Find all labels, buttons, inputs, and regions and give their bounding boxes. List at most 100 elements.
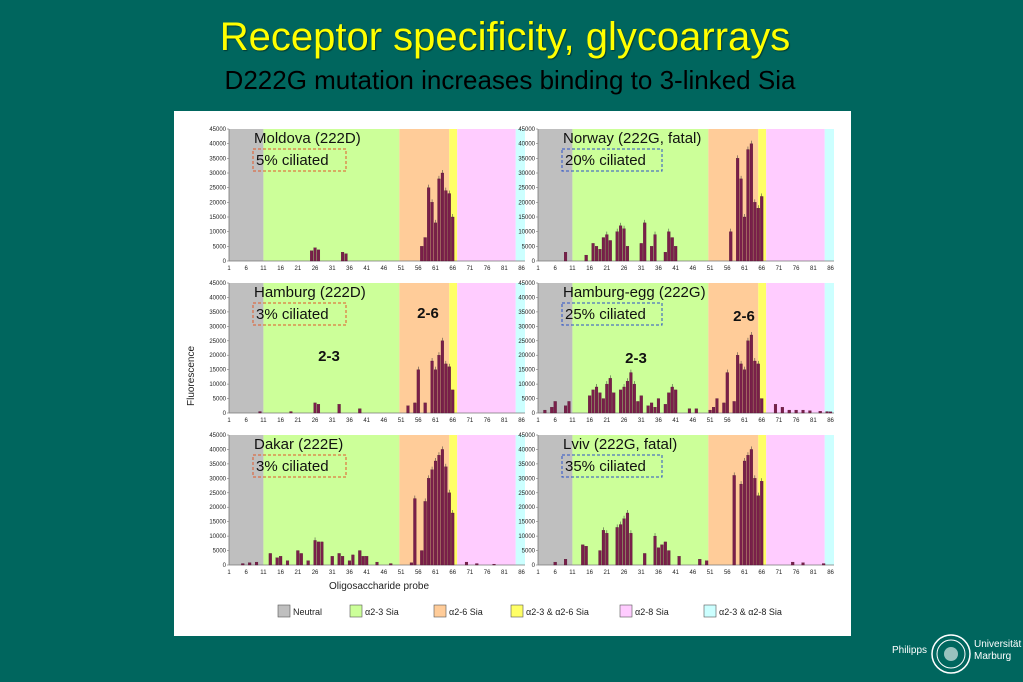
- x-axis-title: Oligosaccharide probe: [329, 581, 429, 592]
- region-band-4: [457, 129, 516, 261]
- x-tick-label: 31: [329, 418, 336, 424]
- region-band-5: [824, 435, 834, 565]
- bar: [433, 460, 438, 566]
- bar: [427, 187, 431, 262]
- x-tick-label: 16: [586, 418, 593, 424]
- bar: [663, 252, 667, 262]
- x-tick-label: 66: [758, 266, 765, 272]
- y-tick-label: 5000: [213, 244, 227, 250]
- x-tick-label: 56: [724, 570, 731, 576]
- x-tick-label: 16: [586, 266, 593, 272]
- x-tick-label: 21: [603, 418, 610, 424]
- x-tick-label: 81: [501, 418, 508, 424]
- x-tick-label: 6: [554, 570, 558, 576]
- bar: [598, 550, 602, 566]
- legend-label: α2-3 Sia: [365, 607, 399, 617]
- x-tick-label: 11: [569, 418, 576, 424]
- bar: [677, 556, 681, 566]
- bar: [598, 249, 602, 262]
- bar: [619, 389, 623, 414]
- x-tick-label: 61: [432, 418, 439, 424]
- bar: [553, 401, 557, 414]
- x-tick-label: 76: [484, 418, 491, 424]
- bar: [646, 405, 650, 414]
- bar: [444, 466, 448, 566]
- bar: [605, 383, 609, 414]
- x-tick-label: 61: [432, 570, 439, 576]
- bar: [667, 550, 671, 566]
- x-tick-label: 61: [741, 418, 748, 424]
- y-tick-label: 40000: [518, 447, 535, 453]
- x-tick-label: 56: [415, 266, 422, 272]
- y-tick-label: 30000: [518, 476, 535, 482]
- x-tick-label: 1: [536, 266, 540, 272]
- bar: [601, 398, 605, 414]
- region-band-3: [758, 129, 767, 261]
- bar: [464, 561, 469, 566]
- ciliated-label: 3% ciliated: [256, 458, 329, 475]
- bar: [275, 557, 279, 566]
- bar: [310, 250, 314, 262]
- x-tick-label: 31: [638, 570, 645, 576]
- x-tick-label: 66: [449, 570, 456, 576]
- bar: [255, 561, 259, 566]
- bar: [299, 553, 303, 566]
- bar: [656, 398, 660, 414]
- ciliated-label: 35% ciliated: [565, 458, 646, 475]
- bar: [440, 449, 444, 566]
- bar: [794, 409, 798, 414]
- x-tick-label: 1: [227, 570, 231, 576]
- bar: [739, 483, 743, 566]
- bar: [612, 392, 616, 414]
- bar: [313, 540, 317, 566]
- x-tick-label: 71: [467, 570, 474, 576]
- region-band-3: [758, 283, 767, 413]
- x-tick-label: 21: [294, 266, 301, 272]
- bar: [625, 246, 630, 262]
- bar: [601, 237, 605, 262]
- x-tick-label: 6: [245, 266, 249, 272]
- x-tick-label: 16: [277, 570, 284, 576]
- y-tick-label: 0: [223, 259, 227, 265]
- bar: [625, 512, 630, 566]
- x-tick-label: 11: [569, 266, 576, 272]
- bar: [698, 559, 702, 566]
- y-tick-label: 10000: [209, 230, 226, 236]
- bar: [708, 409, 712, 414]
- x-tick-label: 71: [467, 418, 474, 424]
- bar: [629, 372, 633, 414]
- bar: [739, 363, 743, 414]
- legend-swatch: [277, 604, 291, 618]
- y-tick-label: 45000: [209, 127, 226, 133]
- y-tick-label: 15000: [209, 520, 226, 526]
- x-tick-label: 66: [758, 570, 765, 576]
- bar: [660, 544, 664, 566]
- y-tick-label: 5000: [522, 549, 536, 555]
- ciliated-label: 3% ciliated: [256, 306, 329, 323]
- bar: [389, 563, 393, 566]
- y-tick-label: 40000: [518, 295, 535, 301]
- bar: [447, 366, 451, 414]
- x-tick-label: 51: [398, 418, 405, 424]
- bar: [653, 407, 657, 414]
- region-band-3: [449, 129, 458, 261]
- x-tick-label: 61: [741, 266, 748, 272]
- x-tick-label: 21: [294, 418, 301, 424]
- y-tick-label: 30000: [209, 324, 226, 330]
- bar: [420, 550, 424, 566]
- bar: [643, 222, 647, 262]
- x-tick-label: 26: [621, 418, 628, 424]
- bar: [285, 560, 290, 566]
- bar: [629, 533, 633, 566]
- y-tick-label: 0: [532, 563, 536, 569]
- bar: [601, 530, 605, 566]
- ciliated-label: 5% ciliated: [256, 152, 329, 169]
- bar: [615, 527, 619, 566]
- region-band-3: [449, 283, 458, 413]
- legend-label: α2-3 & α2-8 Sia: [719, 607, 782, 617]
- bar: [365, 556, 369, 566]
- logo-text-universitat: Universität: [974, 639, 1022, 650]
- bar: [622, 518, 626, 566]
- y-tick-label: 15000: [518, 215, 535, 221]
- bar: [316, 249, 321, 262]
